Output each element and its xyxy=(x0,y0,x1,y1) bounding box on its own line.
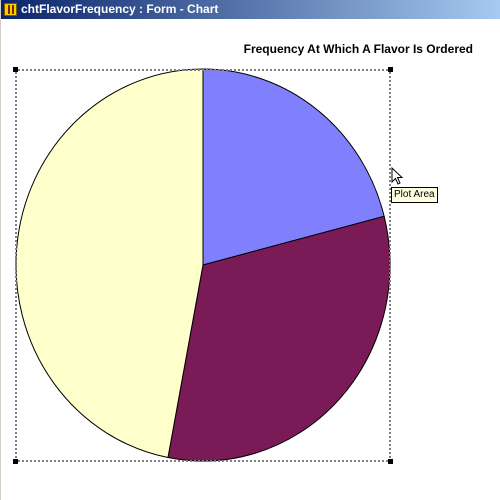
access-form-icon[interactable] xyxy=(4,3,17,16)
resize-handle-top-right[interactable] xyxy=(388,67,393,72)
pie-chart[interactable] xyxy=(1,19,500,500)
plot-area-selection[interactable] xyxy=(13,67,393,464)
window-titlebar[interactable]: chtFlavorFrequency : Form - Chart xyxy=(1,0,500,19)
chart-canvas[interactable]: Frequency At Which A Flavor Is Ordered P… xyxy=(1,19,500,500)
resize-handle-bottom-right[interactable] xyxy=(388,459,393,464)
resize-handle-top-left[interactable] xyxy=(13,67,18,72)
plot-area-tooltip: Plot Area xyxy=(391,187,438,203)
pie-slice-1[interactable] xyxy=(202,68,385,266)
window-title: chtFlavorFrequency : Form - Chart xyxy=(21,2,219,16)
mouse-pointer-icon xyxy=(391,167,404,185)
resize-handle-bottom-left[interactable] xyxy=(13,459,18,464)
chart-title[interactable]: Frequency At Which A Flavor Is Ordered xyxy=(243,42,473,56)
